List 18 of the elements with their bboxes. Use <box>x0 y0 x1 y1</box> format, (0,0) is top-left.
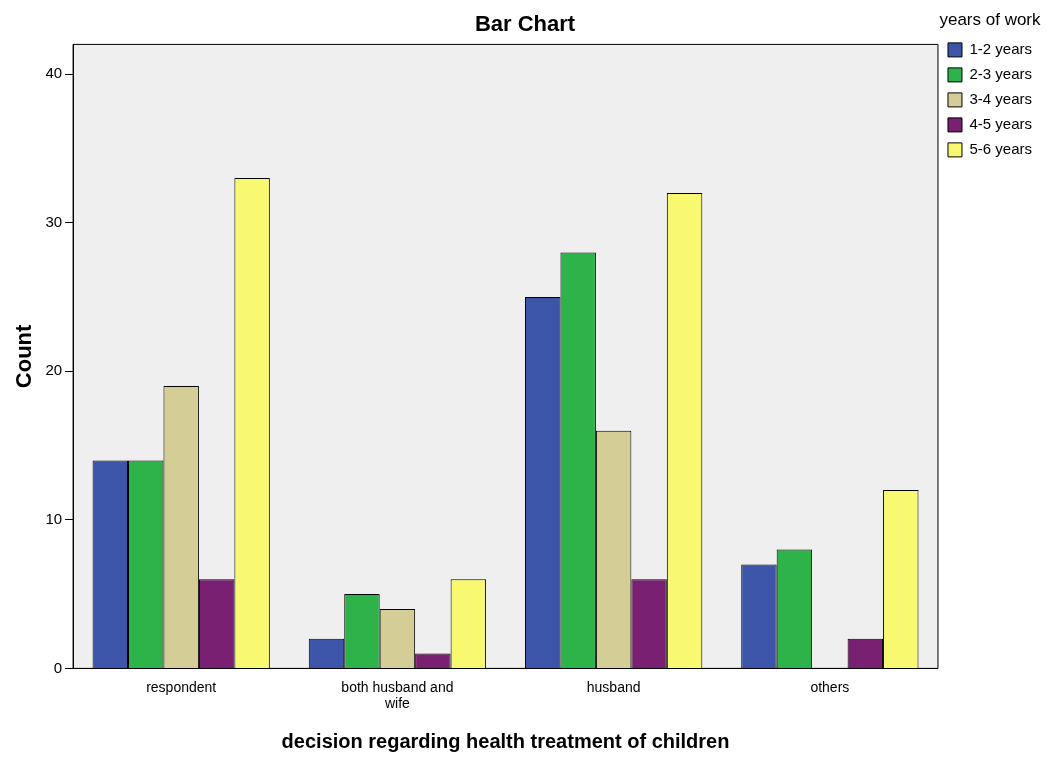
x-tick-label: husband <box>586 678 641 695</box>
chart-title: Bar Chart <box>474 11 576 37</box>
y-tick-label: 20 <box>45 361 63 379</box>
y-axis-title: Count <box>11 323 37 389</box>
x-tick-label: respondent <box>146 678 217 695</box>
y-tick-label: 40 <box>45 64 63 82</box>
legend-title: years of work <box>939 10 1042 30</box>
legend-label: 1-2 years <box>969 40 1032 58</box>
x-tick-label: others <box>810 678 850 695</box>
y-tick-label: 0 <box>53 658 63 676</box>
legend-label: 2-3 years <box>969 65 1032 83</box>
y-tick-label: 10 <box>45 509 63 527</box>
y-tick-label: 30 <box>45 212 63 230</box>
x-axis-title: decision regarding health treatment of children <box>281 729 730 752</box>
legend-label: 4-5 years <box>969 115 1032 133</box>
legend-label: 5-6 years <box>969 140 1032 158</box>
legend-label: 3-4 years <box>969 90 1032 108</box>
x-tick-label: both husband and wife <box>341 678 454 712</box>
